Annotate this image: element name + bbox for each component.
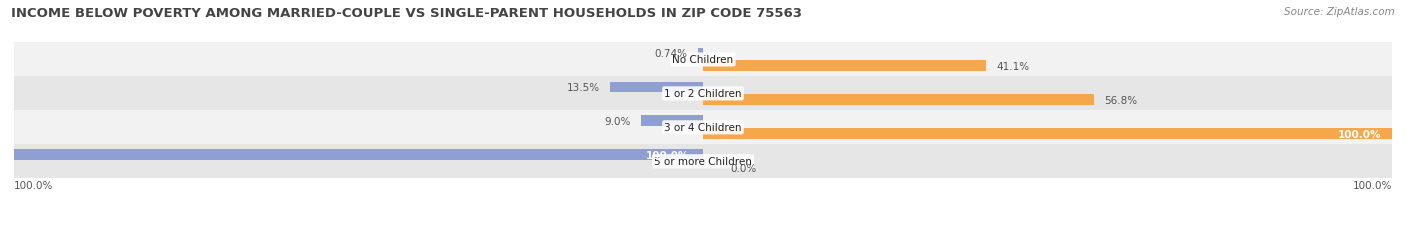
Bar (703, 61, 986, 72)
Text: 0.0%: 0.0% (731, 163, 756, 173)
Text: No Children: No Children (672, 55, 734, 65)
Text: 13.5%: 13.5% (567, 82, 599, 93)
Bar (14, 145, 1392, 179)
Text: 5 or more Children: 5 or more Children (654, 157, 752, 167)
Bar (697, 48, 703, 59)
Bar (14, 77, 1392, 111)
Text: Source: ZipAtlas.com: Source: ZipAtlas.com (1284, 7, 1395, 17)
Bar (610, 82, 703, 93)
Text: 100.0%: 100.0% (645, 150, 689, 160)
Text: 0.74%: 0.74% (655, 49, 688, 59)
Bar (703, 129, 1392, 140)
Text: 41.1%: 41.1% (997, 62, 1029, 72)
Text: 56.8%: 56.8% (1105, 95, 1137, 105)
Text: INCOME BELOW POVERTY AMONG MARRIED-COUPLE VS SINGLE-PARENT HOUSEHOLDS IN ZIP COD: INCOME BELOW POVERTY AMONG MARRIED-COUPL… (11, 7, 803, 20)
Text: 3 or 4 Children: 3 or 4 Children (664, 123, 742, 133)
Text: 100.0%: 100.0% (1339, 129, 1382, 139)
Text: 100.0%: 100.0% (1353, 180, 1392, 190)
Bar (14, 150, 703, 161)
Bar (14, 43, 1392, 77)
Bar (641, 116, 703, 127)
Text: 100.0%: 100.0% (14, 180, 53, 190)
Text: 9.0%: 9.0% (605, 116, 631, 126)
Text: 1 or 2 Children: 1 or 2 Children (664, 89, 742, 99)
Bar (703, 95, 1094, 106)
Bar (14, 111, 1392, 145)
